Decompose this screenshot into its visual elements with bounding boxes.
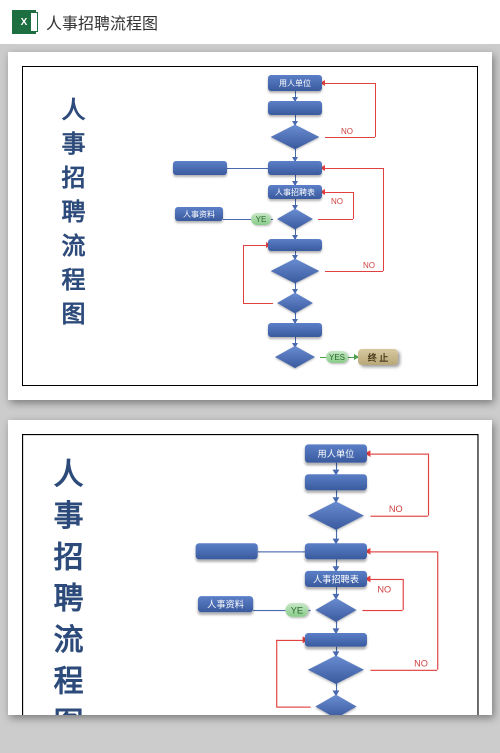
node-terminator: 终 止 [358,349,398,365]
edge-no [276,640,305,641]
edge-no [325,271,383,272]
node-data: 人事资料 [175,207,223,221]
node-data: 人事资料 [198,596,253,612]
node-label: YE [256,215,267,224]
node-start: 用人单位 [268,75,322,91]
flowchart-title: 人事招聘流程图 [53,97,88,335]
node-process-left [196,543,258,559]
node-label: 人事资料 [183,209,215,220]
node-process: 人事招聘表 [268,185,322,199]
node-decision [310,695,363,715]
badge-yes: YE [251,213,271,225]
node-process [268,161,322,175]
edge-no [403,579,404,610]
node-process [268,323,322,337]
node-decision [272,293,318,313]
edge-label-no: NO [389,504,403,514]
edge-no [276,707,311,708]
node-process-left [173,161,227,175]
badge-yes: YES [326,351,348,363]
edge-no [370,670,437,671]
edge [258,551,305,552]
flowchart-title: 人事招聘流程图 [46,458,89,715]
edge-no [243,303,273,304]
edge-no [375,83,376,137]
edge-no [437,551,438,669]
edge-no [318,219,353,220]
edge-label-no: NO [377,585,391,595]
edge-label-no: NO [414,658,428,668]
edge-no [367,454,428,455]
edge-no [383,168,384,271]
node-decision [272,209,318,229]
node-process [305,543,367,559]
node-start: 用人单位 [305,444,367,462]
node-process [305,633,367,647]
edge-no [428,454,429,516]
edge-no [362,610,402,611]
edge [227,168,268,169]
node-process [268,239,322,251]
node-decision [301,655,370,685]
node-decision [265,258,325,284]
node-process [268,101,322,115]
node-decision [265,124,325,150]
preview-panel-2: 人事招聘流程图 NO NO [8,420,492,715]
node-label: 用人单位 [279,78,311,89]
edge-no [243,245,268,246]
badge-yes: YE [285,603,308,617]
edge-no [243,245,244,303]
edge-label-no: NO [331,197,343,206]
edge-no [322,168,383,169]
edge-no [353,192,354,219]
node-label: 用人单位 [318,447,355,460]
node-label: YE [291,605,303,615]
edge-no [370,516,428,517]
excel-icon-text: X [21,17,28,28]
excel-icon: X [12,10,36,34]
edge-no [325,137,375,138]
edge-no [276,640,277,707]
node-label: 终 止 [368,351,389,364]
node-decision [301,501,370,531]
node-label: 人事资料 [207,598,244,611]
file-header: X 人事招聘流程图 [0,0,500,44]
flowchart-canvas-large: 人事招聘流程图 NO NO [22,434,478,715]
edge-label-no: NO [341,127,353,136]
node-process [305,474,367,490]
node-process: 人事招聘表 [305,571,367,587]
edge-no [367,579,403,580]
file-title: 人事招聘流程图 [46,10,158,34]
flowchart-canvas: 人事招聘流程图 NO N [22,66,478,386]
edge-no [367,551,437,552]
node-label: 人事招聘表 [275,187,315,198]
edge-no [322,83,375,84]
edge-no [322,192,353,193]
edge-label-no: NO [363,261,375,270]
node-decision [270,346,320,368]
node-decision [310,598,363,621]
preview-panel-1: 人事招聘流程图 NO N [8,52,492,400]
node-label: YES [329,353,345,362]
node-label: 人事招聘表 [313,573,359,586]
